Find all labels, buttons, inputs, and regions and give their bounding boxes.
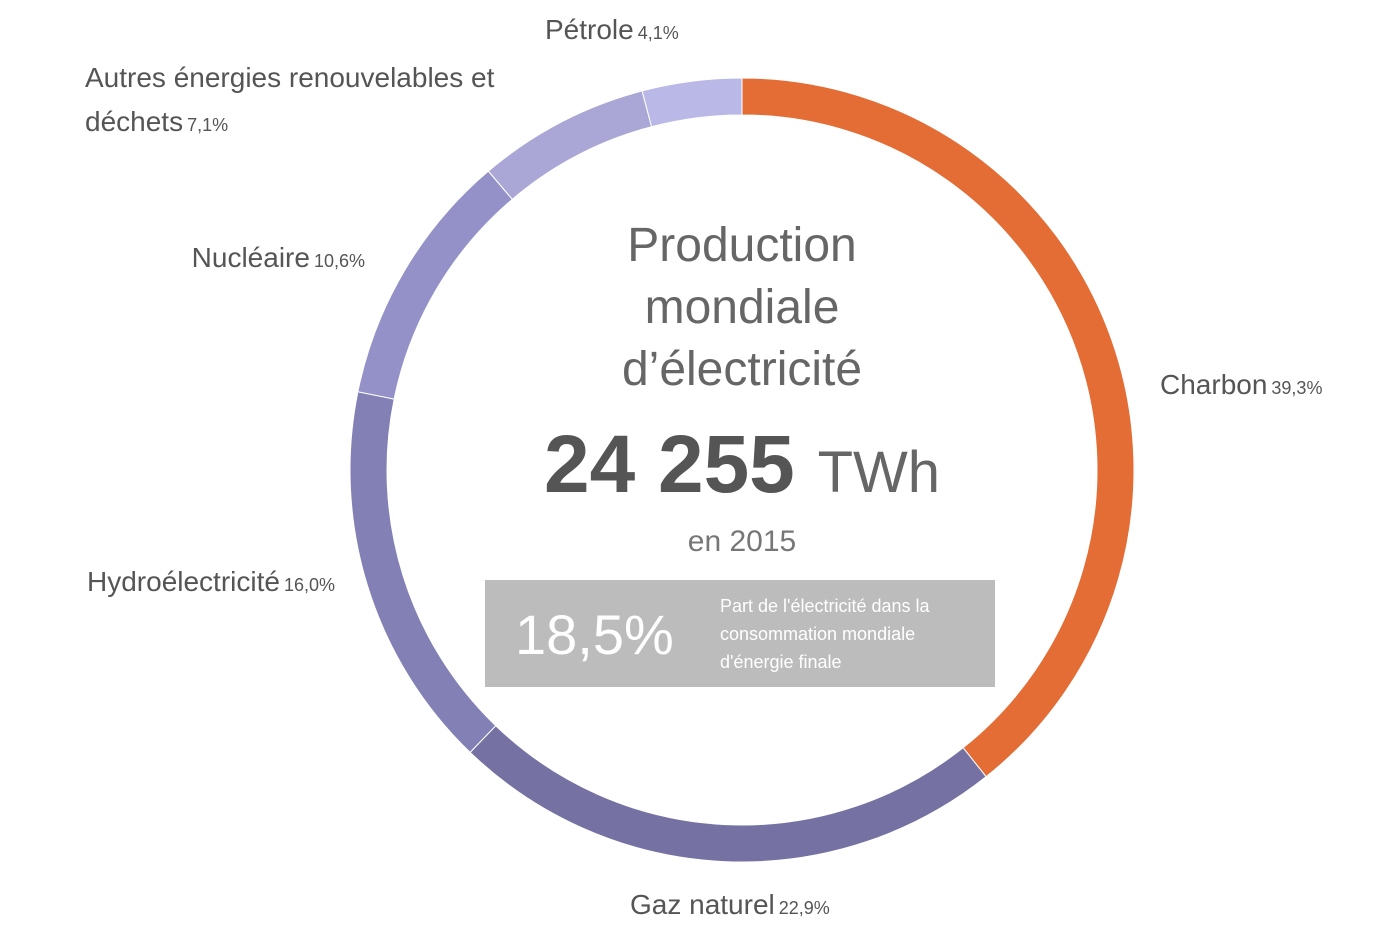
segment-label: Hydroélectricité 16,0% bbox=[87, 560, 335, 607]
segment-label: Pétrole 4,1% bbox=[545, 8, 679, 55]
donut-segment bbox=[641, 77, 743, 128]
category-name: Hydroélectricité bbox=[87, 566, 280, 597]
segment-label: Autres énergies renouvelables et déchets… bbox=[85, 56, 555, 147]
share: 18,5% bbox=[515, 603, 674, 666]
category-name: Pétrole bbox=[545, 14, 634, 45]
donut-segment bbox=[469, 725, 987, 863]
share-box: 18,5% Part de l'électricité dans la cons… bbox=[485, 580, 995, 687]
value-label: 10,6% bbox=[313, 251, 365, 271]
total-line: 24 255 TWh bbox=[442, 415, 1042, 523]
value-label: 39,3% bbox=[1271, 378, 1323, 398]
category-name: Gaz naturel bbox=[630, 889, 775, 920]
total: 24 255 bbox=[543, 419, 795, 510]
value-label: 22,9% bbox=[778, 898, 830, 918]
segment-label: Charbon 39,3% bbox=[1160, 363, 1322, 410]
value-label: 4,1% bbox=[637, 23, 679, 43]
category-name: Nucléaire bbox=[191, 242, 310, 273]
category-name: Charbon bbox=[1160, 369, 1268, 400]
chart-title: Production mondiale d’électricité bbox=[621, 219, 863, 396]
year: en 2015 bbox=[687, 525, 797, 558]
segment-label: Gaz naturel 22,9% bbox=[630, 883, 830, 930]
share-text: Part de l'électricité dans la consommati… bbox=[720, 596, 930, 672]
value-label: 16,0% bbox=[283, 575, 335, 595]
unit: TWh bbox=[817, 440, 941, 505]
donut-segment bbox=[357, 170, 513, 400]
category-name: Autres énergies renouvelables et déchets bbox=[85, 62, 495, 137]
value-label: 7,1% bbox=[187, 115, 229, 135]
segment-label: Nucléaire 10,6% bbox=[192, 236, 365, 283]
